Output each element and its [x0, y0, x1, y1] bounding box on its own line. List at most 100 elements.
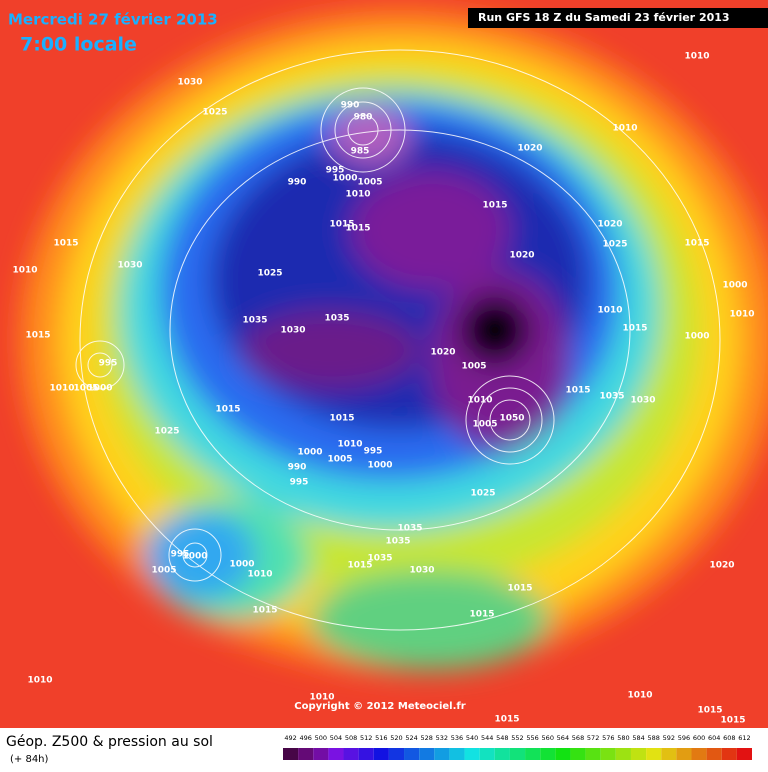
scale-label: 544: [481, 734, 493, 742]
isobar-label: 1010: [612, 124, 637, 134]
isobar-label: 1005: [151, 566, 176, 576]
isobar-label: 1025: [470, 489, 495, 499]
isobar-label: 1035: [324, 314, 349, 324]
scale-label: 608: [723, 734, 735, 742]
scale-label: 532: [436, 734, 448, 742]
color-scale: 492 496 500 504 508 512 516 520 524 528 532 536 540 5…: [283, 734, 752, 760]
scale-swatch: [494, 748, 510, 760]
scale-swatch: [706, 748, 722, 760]
isobar-label: 1035: [367, 554, 392, 564]
isobar-label: 1005: [472, 420, 497, 430]
scale-label: 600: [693, 734, 705, 742]
isobar-label: 1015: [507, 584, 532, 594]
isobar-label: 1000: [182, 552, 207, 562]
isobar-label: 1020: [430, 348, 455, 358]
isobar-label: 1035: [599, 392, 624, 402]
isobar-label: 1015: [720, 716, 745, 726]
scale-swatch: [661, 748, 677, 760]
isobar-label: 1010: [627, 691, 652, 701]
isobar-label: 1035: [397, 524, 422, 534]
scale-swatch: [615, 748, 631, 760]
isobar-lines: [75, 49, 721, 631]
scale-label: 584: [632, 734, 644, 742]
isobar-label: 1015: [25, 331, 50, 341]
scale-label: 504: [330, 734, 342, 742]
scale-label: 516: [375, 734, 387, 742]
isobar-label: 1015: [53, 239, 78, 249]
isobar-label: 1025: [602, 240, 627, 250]
isobar-label: 1030: [630, 396, 655, 406]
scale-label: 568: [572, 734, 584, 742]
isobar-label: 1015: [329, 414, 354, 424]
isobar-label: 1010: [345, 190, 370, 200]
scale-label: 536: [451, 734, 463, 742]
isobar-label: 1025: [257, 269, 282, 279]
scale-label: 564: [557, 734, 569, 742]
scale-swatch: [570, 748, 586, 760]
scale-swatch: [419, 748, 435, 760]
scale-swatch: [298, 748, 314, 760]
scale-swatch: [449, 748, 465, 760]
isobar-label: 1015: [329, 220, 354, 230]
isobar-label: 990: [288, 463, 307, 473]
isobar-label: 1005: [327, 455, 352, 465]
isobar-label: 995: [364, 447, 383, 457]
isobar-label: 1020: [517, 144, 542, 154]
isobar-label: 1030: [280, 326, 305, 336]
scale-label: 508: [345, 734, 357, 742]
date: Mercredi 27 février 2013: [8, 11, 218, 29]
scale-label: 500: [315, 734, 327, 742]
scale-swatch: [736, 748, 752, 760]
isobar-label: 1010: [337, 440, 362, 450]
scale-swatch: [630, 748, 647, 760]
isobar-label: 1030: [409, 566, 434, 576]
scale-label: 604: [708, 734, 720, 742]
isobar-label: 1005: [73, 384, 98, 394]
height-field: [20, 10, 768, 670]
scale-swatch: [676, 748, 692, 760]
isobar-label: 1010: [247, 570, 272, 580]
scale-swatch: [313, 748, 329, 760]
copyright: Copyright © 2012 Meteociel.fr: [294, 701, 465, 712]
isobar-label: 1015: [565, 386, 590, 396]
isobar-label: 995: [99, 359, 118, 369]
scale-swatch: [328, 748, 344, 760]
scale-label: 520: [390, 734, 402, 742]
scale-swatch: [358, 748, 374, 760]
isobar-label: 990: [288, 178, 307, 188]
scale-label: 612: [738, 734, 750, 742]
isobar-label: 980: [354, 113, 373, 123]
isobar-label: 1010: [49, 384, 74, 394]
scale-swatch: [509, 748, 526, 760]
scale-swatch: [479, 748, 495, 760]
isobar-label: 985: [351, 147, 370, 157]
scale-label: 524: [405, 734, 417, 742]
isobar-label: 990: [341, 101, 360, 111]
scale-label: 528: [421, 734, 433, 742]
scale-label: 596: [678, 734, 690, 742]
isobar-label: 1015: [684, 239, 709, 249]
isobar-label: 1010: [309, 693, 334, 703]
isobar-label: 1050: [499, 414, 524, 424]
footer-title: Géop. Z500 & pression au sol: [6, 734, 213, 750]
scale-swatch: [646, 748, 662, 760]
isobar-label: 1030: [177, 78, 202, 88]
isobar-label: 1010: [467, 396, 492, 406]
isobar-label: 1015: [469, 610, 494, 620]
isobar-label: 1020: [597, 220, 622, 230]
isobar-label: 1015: [215, 405, 240, 415]
scale-swatch: [404, 748, 420, 760]
isobar-label: 1000: [722, 281, 747, 291]
scale-swatch: [464, 748, 480, 760]
isobar-label: 1015: [622, 324, 647, 334]
scale-label: 492: [284, 734, 296, 742]
isobar-label: 1000: [332, 174, 357, 184]
isobar-label: 995: [326, 166, 345, 176]
scale-label: 588: [647, 734, 659, 742]
isobar-label: 1000: [87, 384, 112, 394]
scale-swatch: [600, 748, 616, 760]
isobar-label: 1035: [242, 316, 267, 326]
